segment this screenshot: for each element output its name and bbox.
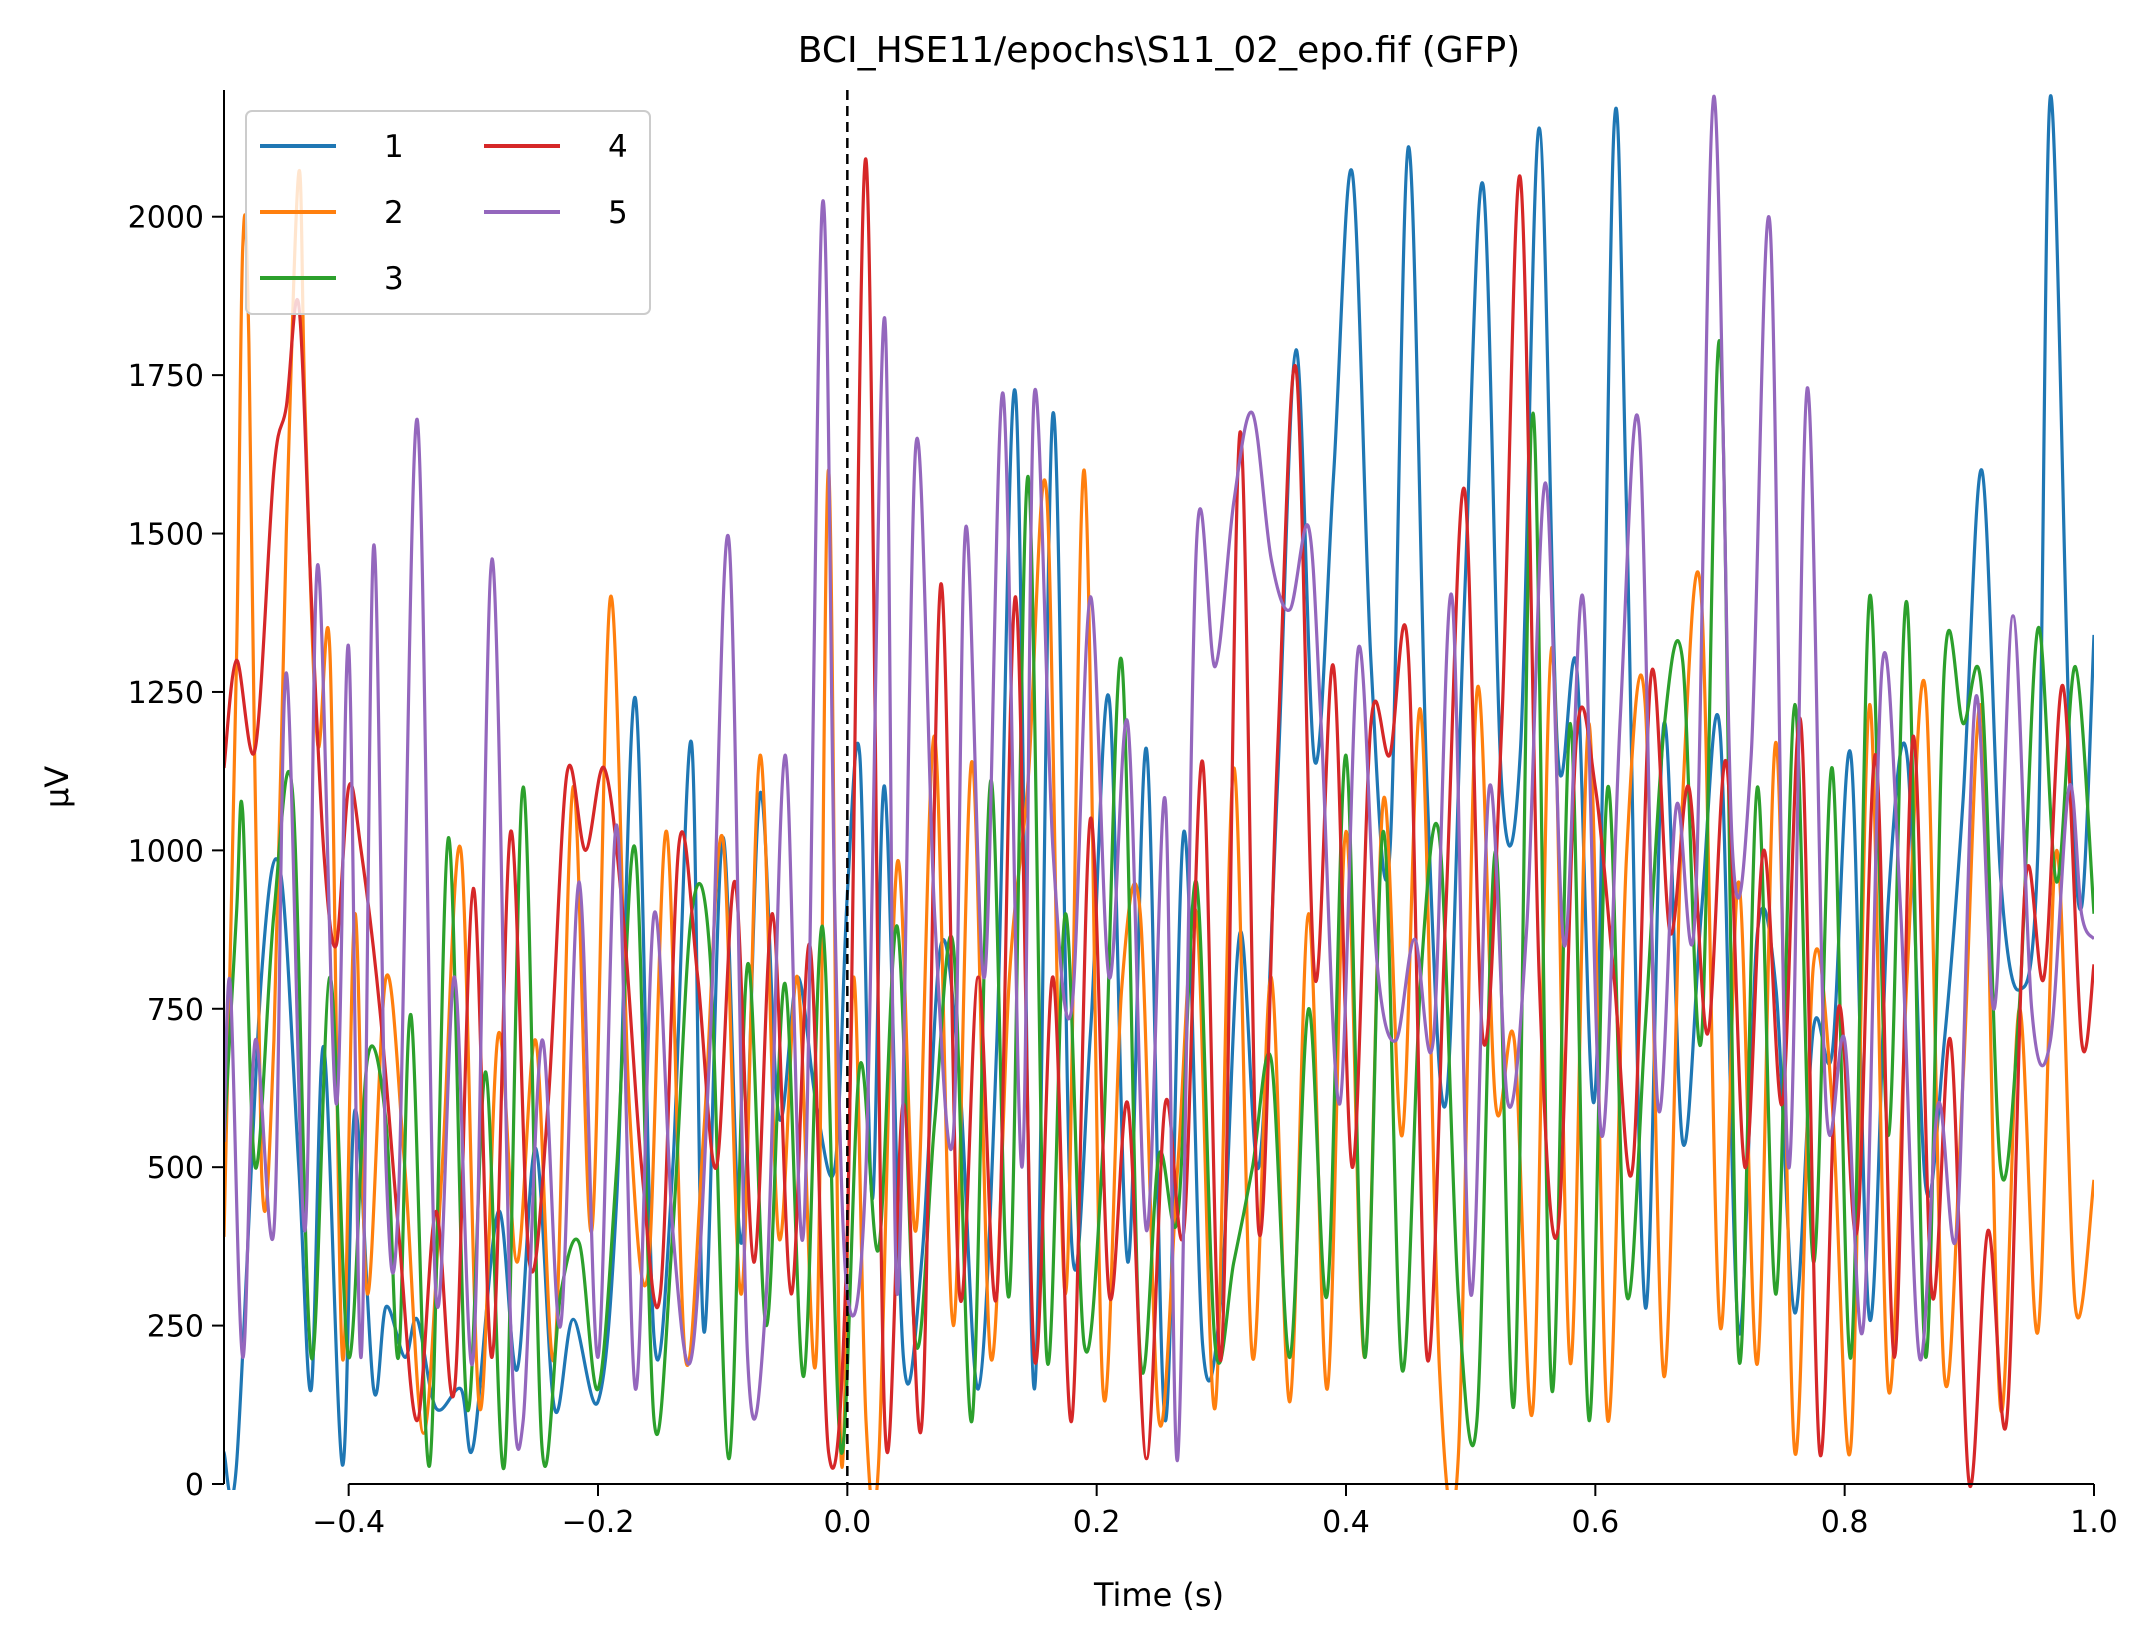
chart-title: BCI_HSE11/epochs\S11_02_epo.fif (GFP)	[798, 30, 1520, 71]
x-tick-label: −0.4	[312, 1505, 385, 1540]
x-tick-label: 1.0	[2070, 1505, 2118, 1540]
y-tick-label: 0	[185, 1468, 204, 1503]
legend-label-2: 2	[384, 195, 404, 231]
y-axis-title: µV	[38, 766, 76, 808]
series-line-3	[224, 339, 2094, 1471]
y-tick-label: 1750	[128, 359, 204, 394]
axes-layer	[223, 90, 2094, 1485]
y-tick-label: 750	[147, 993, 204, 1028]
x-axis-title: Time (s)	[1093, 1576, 1224, 1614]
series-line-2	[224, 168, 2094, 1490]
series-line-5	[224, 94, 2094, 1463]
legend: 1 2 3 4 5	[245, 110, 651, 315]
x-tick-label: 0.0	[823, 1505, 871, 1540]
y-tick-label: 2000	[128, 201, 204, 236]
x-tick-label: −0.2	[562, 1505, 635, 1540]
y-ticks: 0 250 500 750 1000 1250 1500 1750 2000	[128, 201, 224, 1503]
legend-frame	[245, 110, 651, 315]
y-tick-label: 500	[147, 1151, 204, 1186]
y-tick-label: 1500	[128, 518, 204, 553]
y-tick-label: 1000	[128, 834, 204, 869]
series-layer	[224, 94, 2094, 1490]
x-tick-label: 0.4	[1322, 1505, 1370, 1540]
x-tick-label: 0.2	[1073, 1505, 1121, 1540]
legend-label-4: 4	[608, 129, 628, 165]
legend-label-3: 3	[384, 261, 404, 297]
x-tick-label: 0.8	[1821, 1505, 1869, 1540]
x-ticks: −0.4 −0.2 0.0 0.2 0.4 0.6 0.8 1.0	[312, 1484, 2118, 1540]
y-tick-label: 250	[147, 1310, 204, 1345]
x-tick-label: 0.6	[1571, 1505, 1619, 1540]
legend-label-1: 1	[384, 129, 404, 165]
legend-label-5: 5	[608, 195, 628, 231]
y-tick-label: 1250	[128, 676, 204, 711]
